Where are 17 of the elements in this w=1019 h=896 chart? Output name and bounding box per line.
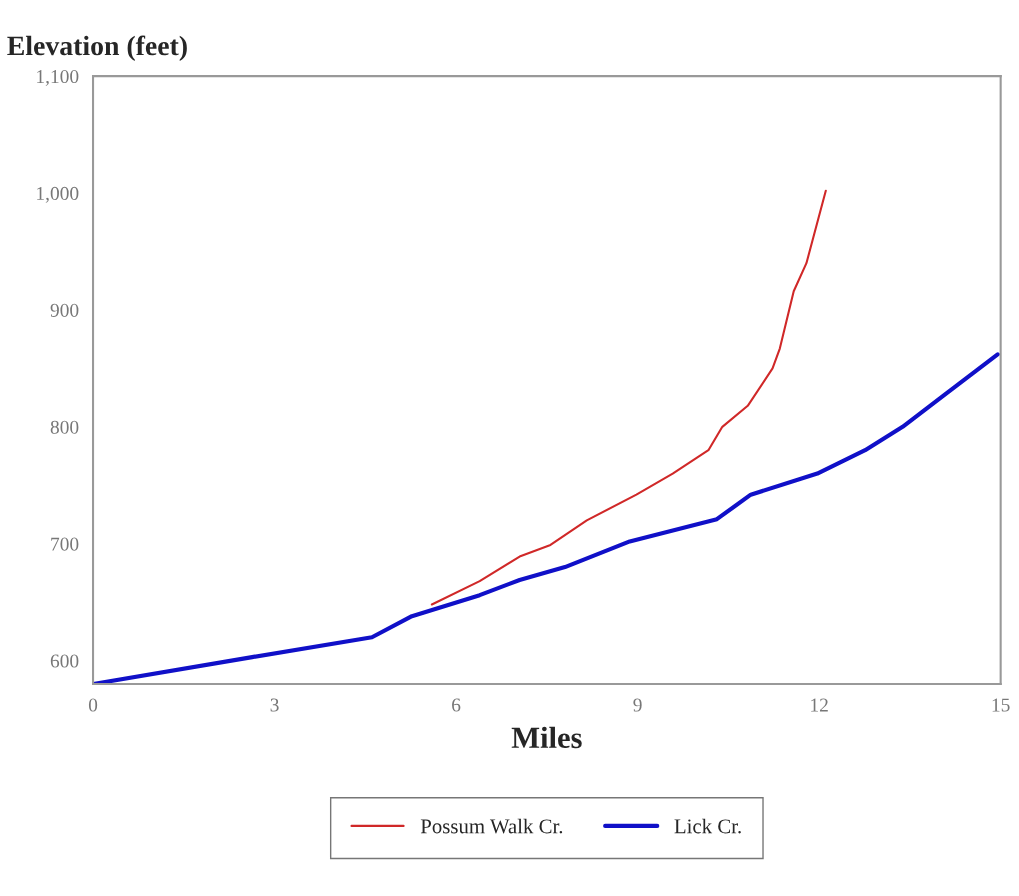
x-tick-label: 9 bbox=[633, 698, 642, 712]
x-tick-label: 6 bbox=[452, 698, 461, 712]
y-tick-label: 1,100 bbox=[37, 69, 79, 86]
y-tick-label: 600 bbox=[50, 654, 79, 668]
x-tick-label: 15 bbox=[992, 698, 1010, 712]
y-tick-label: 900 bbox=[50, 303, 79, 317]
line-series bbox=[430, 189, 827, 606]
x-tick-label: 3 bbox=[270, 698, 279, 712]
x-tick-label: 0 bbox=[88, 698, 98, 712]
y-tick-label: 1,000 bbox=[37, 186, 79, 203]
x-axis-title: Miles bbox=[511, 726, 582, 749]
y-tick-label: 800 bbox=[50, 420, 79, 434]
x-tick-label: 12 bbox=[811, 698, 828, 712]
y-tick-label: 700 bbox=[51, 537, 79, 551]
legend-label: Possum Walk Cr. bbox=[420, 818, 563, 834]
legend-label: Lick Cr. bbox=[674, 818, 741, 834]
y-axis-title: Elevation (feet) bbox=[7, 35, 187, 61]
